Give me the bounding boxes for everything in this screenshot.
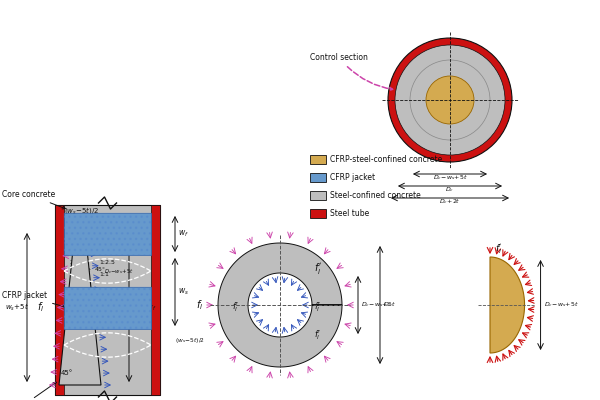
Text: $(w_s\!-\!5t)/2$: $(w_s\!-\!5t)/2$ (64, 204, 100, 216)
Circle shape (410, 60, 490, 140)
Text: 2.5t: 2.5t (70, 260, 82, 266)
Bar (310, 191, 326, 200)
Text: $w_s\!-\!5t$: $w_s\!-\!5t$ (70, 266, 92, 276)
Polygon shape (218, 243, 342, 367)
Text: $f_l$: $f_l$ (196, 298, 203, 312)
Text: Steel tube: Steel tube (2, 382, 56, 400)
Bar (310, 155, 326, 164)
Text: $w_s\!+\!5t$: $w_s\!+\!5t$ (5, 302, 29, 313)
Text: $f_l'$: $f_l'$ (314, 328, 321, 342)
Text: 1:2.5: 1:2.5 (100, 260, 115, 265)
Text: $D_c\!+\!2t$: $D_c\!+\!2t$ (439, 197, 461, 206)
Text: CFRP-steel-confined concrete: CFRP-steel-confined concrete (330, 155, 442, 164)
Text: $f_l'$: $f_l'$ (115, 300, 123, 315)
Bar (64, 213, 151, 255)
Text: $f_l$: $f_l$ (37, 301, 44, 314)
Text: Control section: Control section (310, 53, 392, 90)
Text: $w_s\!+\!w_f$: $w_s\!+\!w_f$ (132, 302, 157, 313)
Text: $D_c$: $D_c$ (445, 185, 455, 194)
Polygon shape (490, 257, 524, 353)
Text: 1:1: 1:1 (100, 272, 109, 277)
Text: $D_c\!-\!w_s\!+\!5t$: $D_c\!-\!w_s\!+\!5t$ (544, 300, 578, 310)
Bar (64, 213, 151, 255)
Bar (55, 205, 160, 395)
Polygon shape (59, 230, 101, 385)
Text: $f_l'$: $f_l'$ (314, 300, 321, 314)
Circle shape (388, 38, 512, 162)
Bar (64, 287, 151, 329)
Text: $f_l'$: $f_l'$ (314, 262, 322, 276)
Bar (310, 209, 326, 218)
Text: Steel-confined concrete: Steel-confined concrete (330, 191, 421, 200)
Text: CFRP jacket: CFRP jacket (2, 291, 65, 308)
Text: $(w_s\!-\!5t)/2$: $(w_s\!-\!5t)/2$ (175, 336, 205, 345)
Text: $D_c\!-\!w_s\!+\!5t$: $D_c\!-\!w_s\!+\!5t$ (433, 173, 467, 182)
Text: 45°: 45° (95, 267, 106, 272)
Text: 1:1: 1:1 (86, 237, 97, 243)
Bar (64, 287, 151, 329)
Text: $D_c\!-\!w_s\!+\!5t$: $D_c\!-\!w_s\!+\!5t$ (104, 268, 133, 276)
Text: $f_l'$: $f_l'$ (495, 242, 503, 256)
Text: Steel tube: Steel tube (330, 209, 369, 218)
Circle shape (426, 76, 474, 124)
Text: 2.5t: 2.5t (70, 276, 82, 282)
Bar (151, 205, 160, 395)
Text: $D_c\!-\!w_s\!+\!5t$: $D_c\!-\!w_s\!+\!5t$ (361, 300, 396, 310)
Text: 45°: 45° (61, 370, 73, 376)
Text: $w_s$: $w_s$ (178, 287, 189, 297)
Text: Core concrete: Core concrete (2, 190, 65, 209)
Circle shape (395, 45, 505, 155)
Text: $f_l'$: $f_l'$ (232, 300, 239, 314)
Text: CFRP jacket: CFRP jacket (330, 173, 375, 182)
Text: $w_f$: $w_f$ (178, 229, 189, 239)
Bar (55, 205, 64, 395)
Text: $D_c$: $D_c$ (383, 300, 392, 310)
Bar (310, 173, 326, 182)
